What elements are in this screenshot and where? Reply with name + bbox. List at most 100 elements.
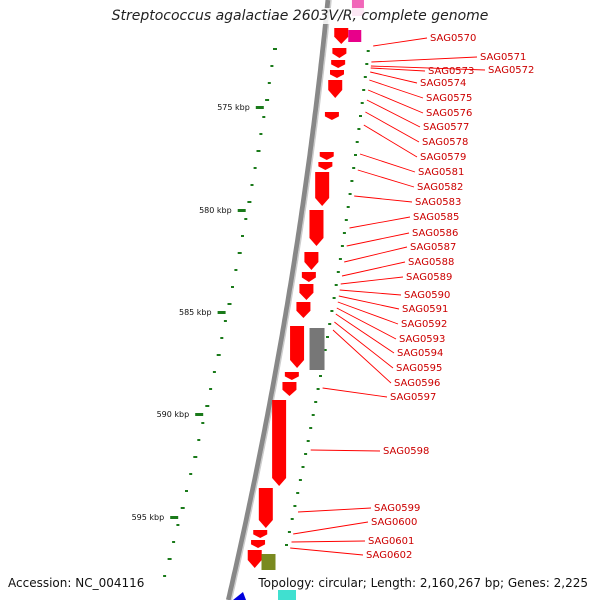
gc-dot-inner	[309, 427, 313, 429]
gc-dot	[267, 82, 271, 84]
gene-arrow	[334, 28, 349, 44]
gc-dot-inner	[326, 336, 329, 338]
genome-title: Streptococcus agalactiae 2603V/R, comple…	[0, 8, 600, 24]
gene-label: SAG0587	[410, 242, 456, 253]
gc-dot-inner	[290, 518, 294, 520]
gc-dot	[212, 371, 216, 373]
gc-dot-inner	[338, 258, 342, 260]
gc-dot	[209, 388, 213, 390]
genome-backbone	[225, 0, 331, 600]
gene-label: SAG0594	[397, 348, 443, 359]
gene-arrow	[290, 326, 305, 368]
gc-dot	[270, 65, 274, 67]
gene-leader-line	[354, 195, 413, 203]
gene-arrow	[253, 530, 268, 538]
gc-dot-inner	[362, 89, 366, 91]
gene-label: SAG0581	[418, 167, 464, 178]
gene-arrow	[299, 284, 314, 300]
gc-dot	[247, 201, 252, 203]
gene-label: SAG0576	[426, 108, 472, 119]
gc-dot	[216, 354, 221, 356]
gc-dot-inner	[352, 167, 356, 169]
gc-dot-inner	[366, 50, 370, 52]
gene-label: SAG0591	[402, 304, 448, 315]
gc-dot	[180, 507, 185, 509]
gene-arrow	[284, 372, 299, 380]
gc-dot-inner	[330, 310, 334, 312]
gene-leader-line	[370, 71, 418, 84]
gene-leader-line	[335, 313, 395, 354]
gc-dot	[253, 167, 257, 169]
gc-dot-inner	[311, 414, 315, 416]
gene-leader-line	[357, 169, 415, 188]
gene-leader-line	[340, 276, 404, 285]
gc-dot-inner	[357, 128, 361, 130]
gene-leader-line	[339, 289, 402, 296]
gene-arrow	[251, 540, 266, 548]
gene-label: SAG0571	[480, 52, 526, 63]
scale-tick	[195, 413, 204, 416]
gc-dot-inner	[306, 440, 310, 442]
gene-arrow	[331, 60, 346, 68]
genome-backbone-edge	[230, 0, 332, 600]
gene-label: SAG0602	[366, 550, 412, 561]
gc-dot	[185, 490, 188, 492]
gc-dot-inner	[334, 284, 338, 286]
gc-dot	[273, 48, 277, 50]
gene-arrow	[318, 162, 333, 170]
gc-dot-inner	[287, 531, 291, 533]
gene-leader-line	[349, 216, 411, 229]
gene-leader-line	[336, 307, 397, 340]
gc-dot	[265, 99, 270, 101]
accession-label: Accession: NC_004116	[8, 576, 145, 590]
gc-dot	[227, 303, 232, 305]
scale-tick	[255, 106, 264, 109]
gene-arrow	[301, 272, 316, 282]
gene-label: SAG0596	[394, 378, 440, 389]
scale-label: 585 kbp	[179, 308, 212, 317]
scale-tick	[170, 516, 179, 519]
scale-tick	[237, 209, 246, 212]
gc-dot-inner	[342, 232, 346, 234]
gc-dot-inner	[336, 271, 340, 273]
gene-leader-line	[369, 79, 424, 99]
gene-leader-line	[346, 232, 410, 247]
gc-dot-inner	[365, 63, 369, 65]
gc-dot-inner	[354, 154, 357, 156]
scale-label: 575 kbp	[217, 103, 250, 112]
gc-dot-inner	[355, 141, 359, 143]
scale-tick	[217, 311, 226, 314]
gc-dot	[244, 218, 248, 220]
gene-label: SAG0578	[422, 137, 468, 148]
gene-leader-line	[373, 37, 428, 47]
scale-label: 580 kbp	[199, 206, 232, 215]
scale-label: 595 kbp	[132, 513, 165, 522]
gene-arrow	[304, 252, 319, 270]
gene-label: SAG0573	[428, 66, 474, 77]
gc-dot	[223, 320, 227, 322]
gene-arrow	[328, 80, 343, 98]
gene-arrow	[247, 550, 262, 568]
gene-label: SAG0577	[423, 122, 469, 133]
gc-dot	[201, 422, 205, 424]
gc-dot	[193, 456, 198, 458]
feature-pseudogene	[309, 328, 325, 370]
gene-leader-line	[290, 547, 364, 556]
gene-label: SAG0599	[374, 503, 420, 514]
gene-label: SAG0585	[413, 212, 459, 223]
gene-label: SAG0574	[420, 78, 466, 89]
gene-arrow	[332, 48, 347, 58]
gc-dot-inner	[319, 375, 322, 377]
gc-dot	[172, 541, 176, 543]
gene-arrow	[282, 382, 297, 396]
gene-label: SAG0583	[415, 197, 461, 208]
gc-dot	[197, 439, 201, 441]
gc-dot-inner	[363, 76, 367, 78]
gene-arrow	[258, 488, 273, 528]
gc-dot-inner	[323, 349, 327, 351]
gene-label: SAG0600	[371, 517, 417, 528]
gc-dot	[163, 575, 167, 577]
gc-dot-inner	[314, 401, 318, 403]
gene-arrow	[309, 210, 324, 246]
feature-olive	[261, 554, 276, 570]
